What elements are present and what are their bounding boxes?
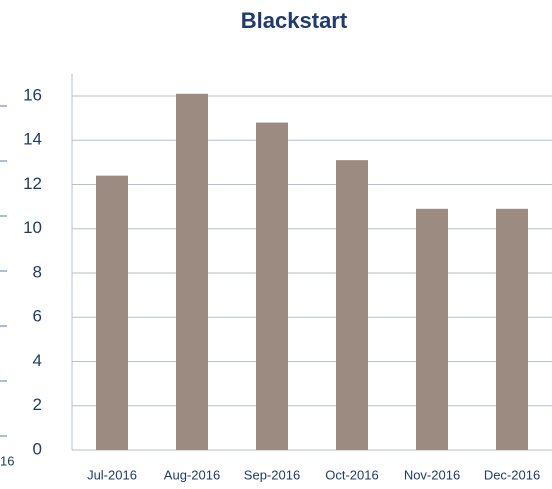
y-tick-label: 10 — [23, 218, 42, 237]
y-tick-label: 12 — [23, 174, 42, 193]
bar — [96, 175, 128, 450]
y-tick-label: 0 — [33, 439, 42, 458]
bar — [256, 122, 288, 451]
bar — [416, 208, 448, 450]
y-tick-label: 6 — [33, 307, 42, 326]
chart-title: Blackstart — [241, 8, 348, 33]
y-tick-label: 8 — [33, 262, 42, 281]
y-tick-label: 14 — [23, 130, 42, 149]
y-tick-label: 2 — [33, 395, 42, 414]
y-tick-label: 16 — [23, 85, 42, 104]
y-tick-label: 4 — [33, 351, 42, 370]
neighbor-fragment — [0, 105, 7, 437]
bar — [336, 160, 368, 450]
bar — [176, 93, 208, 450]
x-tick-label: Jul-2016 — [87, 467, 137, 482]
bar — [496, 208, 528, 450]
partial-label: 16 — [0, 453, 14, 468]
x-tick-label: Dec-2016 — [484, 467, 540, 482]
x-tick-label: Aug-2016 — [164, 467, 220, 482]
x-tick-label: Nov-2016 — [404, 467, 460, 482]
x-tick-label: Sep-2016 — [244, 467, 300, 482]
x-tick-label: Oct-2016 — [325, 467, 378, 482]
